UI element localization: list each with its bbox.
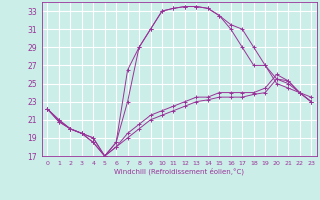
X-axis label: Windchill (Refroidissement éolien,°C): Windchill (Refroidissement éolien,°C) — [114, 167, 244, 175]
